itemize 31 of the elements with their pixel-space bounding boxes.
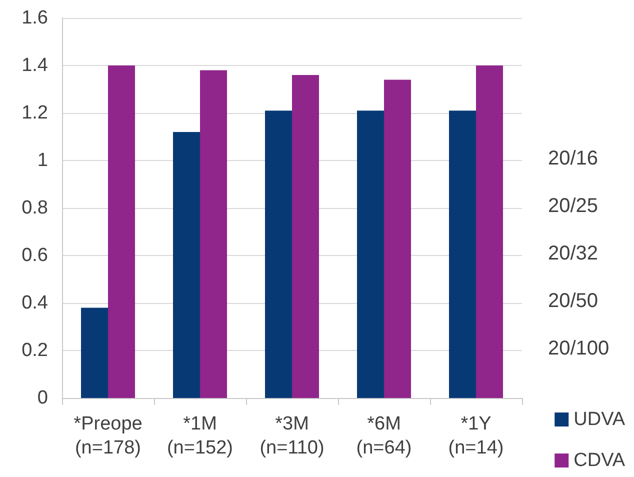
bar [265,110,292,398]
bar [173,132,200,398]
y-tick-label: 0.8 [22,198,48,218]
legend-label: UDVA [574,409,626,430]
text: 20/25 [548,195,598,217]
text: 20/32 [548,242,598,264]
bar [292,75,319,398]
y-tick-label: 1.6 [22,8,48,28]
x-tick-label: *3M (n=110) [260,414,324,458]
x-tick-label: *1Y (n=14) [448,414,504,458]
legend-label: CDVA [574,450,626,471]
text: 20/100 [548,338,610,360]
y-tick-label: 0.6 [22,245,48,266]
x-tick-label: *1M (n=152) [166,414,234,458]
bar [449,110,476,398]
x-tick-label: *6M (n=64) [356,414,412,458]
y-tick-label: 1 [37,150,48,171]
bar [81,308,108,398]
bar [108,66,135,398]
x-tick-label: *Preope (n=178) [74,414,142,458]
text: 20/16 [548,148,598,170]
bar [384,80,411,398]
y-tick-label: 0.4 [22,292,48,314]
y-tick-label: 1.2 [22,102,48,124]
y-tick-label: 0.2 [22,340,48,361]
y-tick-label: 1.4 [22,55,48,76]
bar [200,70,227,398]
y-tick-label: 0 [37,388,48,408]
bar [357,110,384,398]
text: 20/50 [548,290,598,312]
bar [476,66,503,398]
